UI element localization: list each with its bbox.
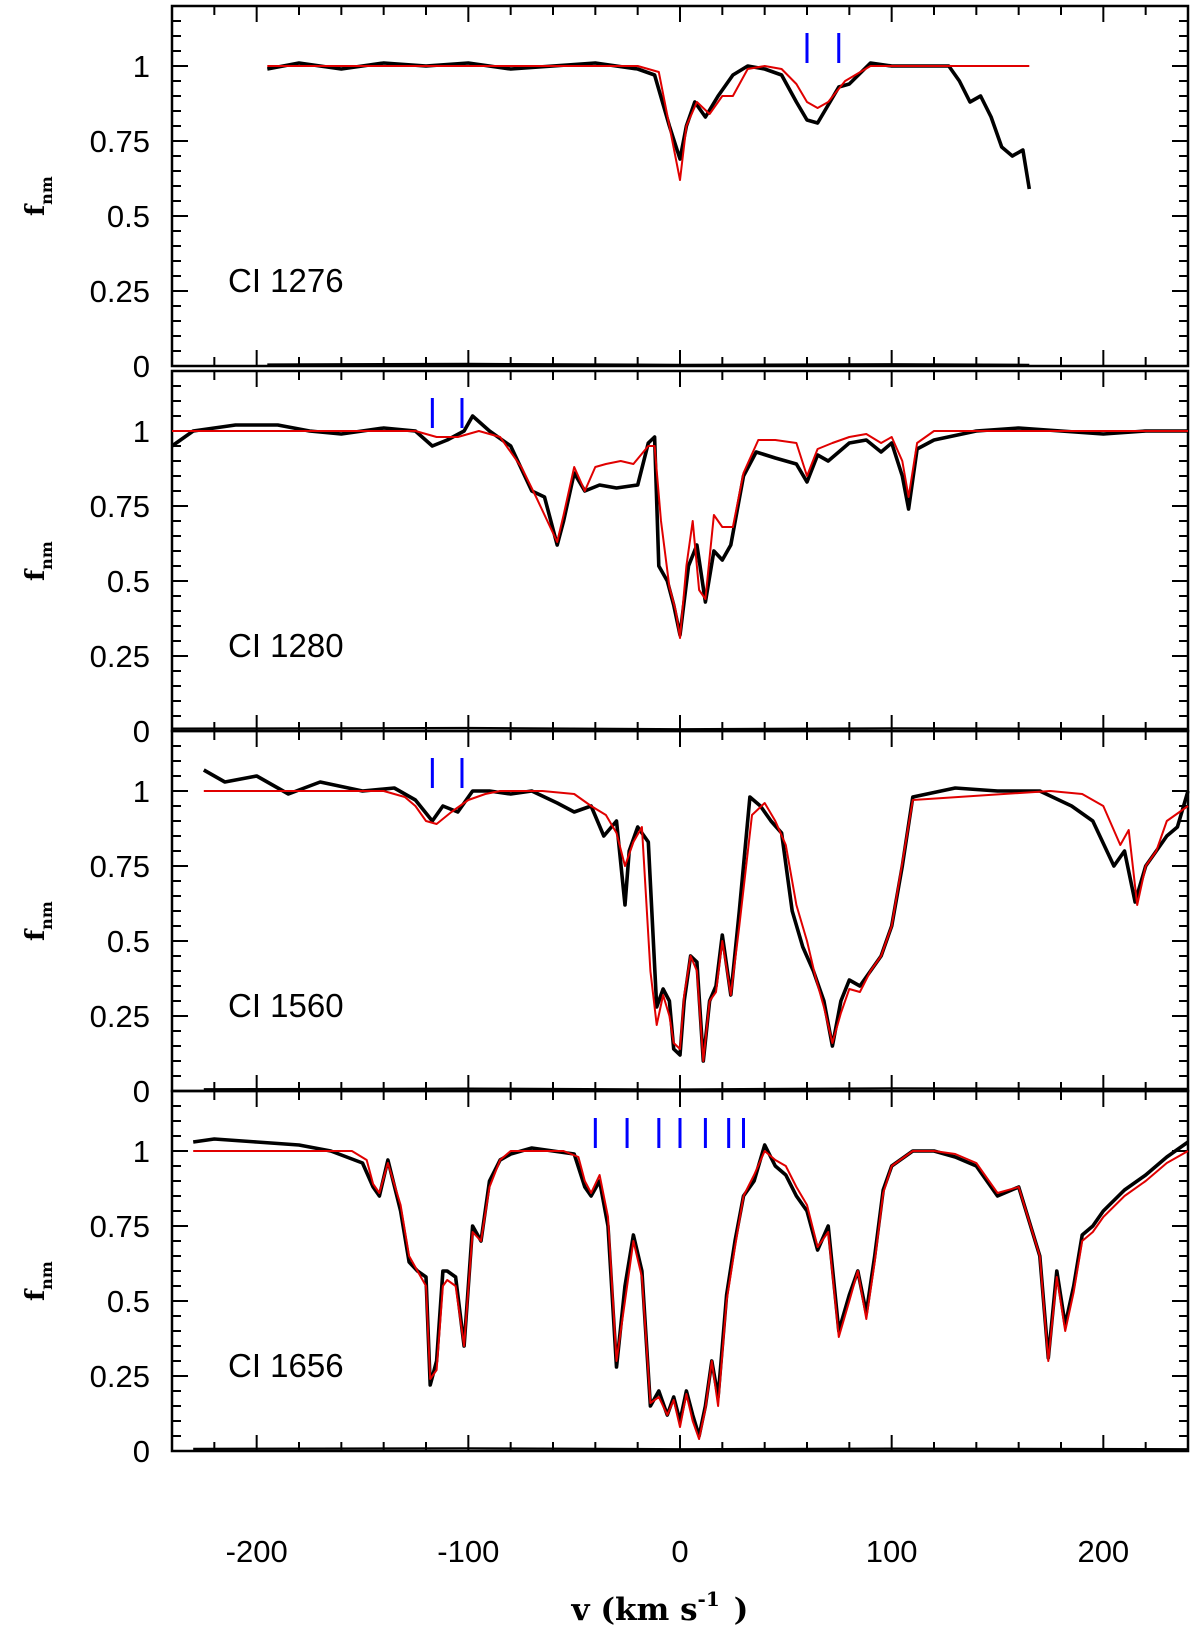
y-tick-label: 0.75 <box>90 849 150 884</box>
y-tick-label: 0.5 <box>107 1284 150 1319</box>
panel-label: CI 1276 <box>228 262 344 299</box>
x-tick-labels: -200 -100 0 100 200 <box>226 1534 1130 1569</box>
data-line <box>202 768 1190 1063</box>
y-tick-label: 0 <box>133 1074 150 1109</box>
data-line <box>192 1137 1190 1438</box>
y-tick-label: 0.25 <box>90 639 150 674</box>
y-tick-label: 0.5 <box>107 924 150 959</box>
y-tick-label: 0.25 <box>90 1359 150 1394</box>
panel-frame <box>170 369 1190 733</box>
x-tick-label: 100 <box>866 1534 918 1569</box>
x-tick-label: 200 <box>1077 1534 1129 1569</box>
data-line <box>266 61 1032 190</box>
y-tick-label: 0.5 <box>107 199 150 234</box>
panels-group: 0 0.25 0.5 0.75 1 fnm CI 1276 0 0.25 0.5 0.75 1 fnm C… <box>21 4 1190 1469</box>
y-tick-label: 1 <box>133 1134 150 1169</box>
y-tick-label: 1 <box>133 414 150 449</box>
x-tick-label: -200 <box>226 1534 288 1569</box>
panel-label: CI 1656 <box>228 1347 344 1384</box>
zero-error-line <box>193 1447 1189 1451</box>
panel-label: CI 1560 <box>228 987 344 1024</box>
y-tick-label: 0.25 <box>90 274 150 309</box>
model-line <box>203 790 1189 1062</box>
panel-2: 0 0.25 0.5 0.75 1 fnm CI 1280 <box>21 369 1190 749</box>
y-tick-label: 0.75 <box>90 489 150 524</box>
y-tick-label: 0 <box>133 1434 150 1469</box>
y-tick-label: 0.75 <box>90 1209 150 1244</box>
y-axis-label: fnm <box>21 541 56 581</box>
y-axis-label: fnm <box>21 1261 56 1301</box>
panel-frame <box>170 4 1190 368</box>
panel-3: 0 0.25 0.5 0.75 1 fnm CI 1560 <box>21 729 1190 1109</box>
x-tick-label: 0 <box>671 1534 688 1569</box>
panel-1: 0 0.25 0.5 0.75 1 fnm CI 1276 <box>21 4 1190 384</box>
model-line <box>267 65 1030 181</box>
data-line <box>170 414 1188 637</box>
y-axis-label: fnm <box>21 901 56 941</box>
model-line <box>172 430 1188 639</box>
y-tick-label: 0 <box>133 349 150 384</box>
panel-label: CI 1280 <box>228 627 344 664</box>
y-axis-label: fnm <box>21 176 56 216</box>
x-axis-label: v (km s-1) <box>571 1587 749 1628</box>
y-tick-label: 0.25 <box>90 999 150 1034</box>
y-tick-label: 0.5 <box>107 564 150 599</box>
y-tick-label: 0 <box>133 714 150 749</box>
zero-error-line <box>203 1087 1189 1091</box>
panel-4: 0 0.25 0.5 0.75 1 fnm CI 1656 <box>21 1089 1190 1469</box>
zero-error-line <box>267 362 1030 366</box>
y-tick-label: 1 <box>133 774 150 809</box>
y-tick-label: 1 <box>133 49 150 84</box>
y-tick-label: 0.75 <box>90 124 150 159</box>
model-line <box>193 1150 1189 1440</box>
x-tick-label: -100 <box>437 1534 499 1569</box>
